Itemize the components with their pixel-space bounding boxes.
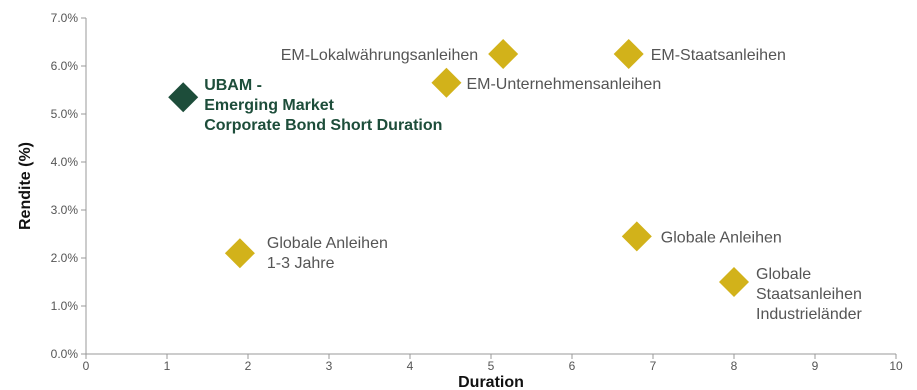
- point-label-line: Staatsanleihen: [756, 286, 862, 303]
- x-tick-label: 1: [164, 359, 171, 373]
- point-label: EM-Lokalwährungsanleihen: [281, 47, 478, 64]
- x-tick-label: 7: [650, 359, 657, 373]
- point-marker: [621, 221, 652, 252]
- point-label-line: EM-Unternehmensanleihen: [466, 76, 661, 93]
- point-label: EM-Staatsanleihen: [651, 47, 786, 64]
- y-tick-label: 3.0%: [51, 203, 79, 217]
- y-axis-title: Rendite (%): [17, 142, 34, 230]
- point-label-line: Emerging Market: [204, 97, 334, 114]
- chart-ticks: 0.0% 1.0% 2.0% 3.0% 4.0% 5.0% 6.0% 7.0% 0 1 2 3 4 5 6 7…: [51, 11, 903, 373]
- point-marker: [488, 39, 519, 69]
- point-label-line: 1-3 Jahre: [267, 255, 335, 272]
- chart-point-labels: UBAM - Emerging Market Corporate Bond Shor…: [204, 47, 862, 323]
- y-tick-label: 2.0%: [51, 251, 79, 265]
- point-label-line: Globale: [756, 266, 811, 283]
- point-marker: [224, 238, 255, 269]
- x-tick-label: 0: [83, 359, 90, 373]
- point-label-line: UBAM -: [204, 77, 262, 94]
- x-tick-label: 3: [326, 359, 333, 373]
- point-label-line: Corporate Bond Short Duration: [204, 117, 442, 134]
- x-tick-label: 8: [731, 359, 738, 373]
- y-tick-label: 6.0%: [51, 59, 79, 73]
- x-tick-label: 5: [488, 359, 495, 373]
- x-tick-label: 9: [812, 359, 819, 373]
- y-tick-label: 5.0%: [51, 107, 79, 121]
- point-label-line: Globale Anleihen: [661, 229, 782, 246]
- x-tick-label: 10: [889, 359, 903, 373]
- point-label-line: Globale Anleihen: [267, 235, 388, 252]
- point-label-line: EM-Lokalwährungsanleihen: [281, 47, 478, 64]
- point-label: Globale Staatsanleihen Industrieländer: [756, 266, 863, 323]
- y-tick-label: 0.0%: [51, 347, 79, 361]
- point-label: UBAM - Emerging Market Corporate Bond Shor…: [204, 77, 442, 134]
- y-tick-label: 4.0%: [51, 155, 79, 169]
- point-label: Globale Anleihen 1-3 Jahre: [267, 235, 388, 272]
- x-tick-label: 4: [407, 359, 414, 373]
- x-tick-label: 6: [569, 359, 576, 373]
- point-marker: [613, 39, 644, 69]
- y-tick-label: 7.0%: [51, 11, 79, 25]
- y-tick-label: 1.0%: [51, 299, 79, 313]
- chart-axes: [85, 18, 896, 355]
- point-marker: [719, 267, 749, 297]
- x-axis-title: Duration: [458, 374, 524, 390]
- chart-points: [168, 39, 749, 297]
- point-label: EM-Unternehmensanleihen: [466, 76, 661, 93]
- point-marker: [431, 67, 462, 98]
- point-label-line: Industrieländer: [756, 306, 863, 323]
- x-tick-label: 2: [245, 359, 252, 373]
- point-label-line: EM-Staatsanleihen: [651, 47, 786, 64]
- highlight-point-marker: [168, 82, 199, 113]
- point-label: Globale Anleihen: [661, 229, 782, 246]
